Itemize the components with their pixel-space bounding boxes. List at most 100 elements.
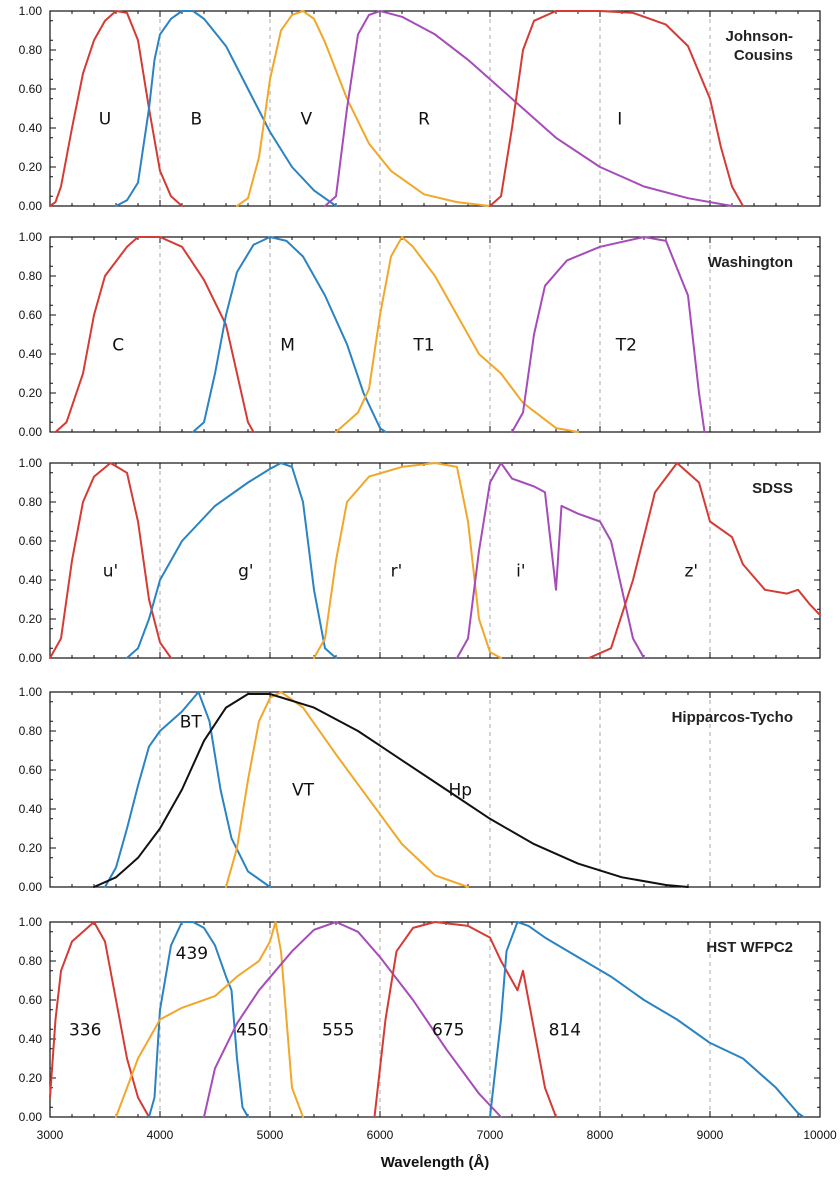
plot-frame (49, 462, 821, 659)
band-label: g' (238, 561, 253, 581)
y-tick-label: 0.60 (19, 993, 43, 1007)
series-line-u' (49, 462, 172, 659)
y-tick-label: 1.00 (19, 230, 43, 244)
x-axis-label: Wavelength (Å) (381, 1154, 490, 1171)
y-tick-label: 0.40 (19, 121, 43, 135)
series-line-C (54, 236, 255, 433)
band-label: i' (516, 561, 525, 581)
y-tick-label: 0.20 (19, 1071, 43, 1085)
x-tick-label: 4000 (147, 1128, 174, 1142)
plot-frame (49, 10, 821, 207)
band-label: z' (684, 561, 698, 581)
band-label: T1 (412, 335, 434, 355)
band-label: V (300, 109, 312, 129)
y-tick-label: 0.80 (19, 954, 43, 968)
y-tick-label: 1.00 (19, 685, 43, 699)
band-label: 439 (176, 944, 208, 964)
band-label: R (418, 109, 430, 129)
x-tick-label: 7000 (477, 1128, 504, 1142)
x-tick-label: 9000 (697, 1128, 724, 1142)
panel-title: Washington (708, 254, 793, 271)
y-tick-label: 0.00 (19, 651, 43, 665)
band-label: BT (180, 712, 203, 732)
plot-frame (49, 691, 821, 888)
series-line-555 (203, 921, 502, 1118)
y-tick-label: 1.00 (19, 915, 43, 929)
band-label: I (617, 109, 622, 129)
x-tick-label: 3000 (37, 1128, 64, 1142)
band-label: u' (103, 561, 118, 581)
panel-5: 0.00 0.20 0.40 0.60 0.80 1.00 336 439 450 555 675 8… (19, 915, 821, 1124)
panel-4: 0.00 0.20 0.40 0.60 0.80 1.00 BT VT Hp Hipparcos-… (19, 685, 821, 894)
series-line-BT (104, 691, 271, 888)
series-line-i' (456, 462, 645, 659)
y-tick-label: 0.00 (19, 199, 43, 213)
panel-title: Johnson- (726, 28, 794, 45)
y-tick-label: 0.00 (19, 880, 43, 894)
band-label: B (190, 109, 202, 129)
y-tick-label: 0.20 (19, 386, 43, 400)
panel-1: 0.00 0.20 0.40 0.60 0.80 1.00 U B V R I Johnson- Cou… (19, 4, 821, 213)
panel-3: 0.00 0.20 0.40 0.60 0.80 1.00 u' g' r' i' z' SDSS (19, 456, 821, 665)
series-line-T2 (511, 236, 706, 433)
y-tick-label: 0.20 (19, 612, 43, 626)
y-tick-label: 0.60 (19, 534, 43, 548)
band-label: r' (391, 561, 403, 581)
series-line-g' (126, 462, 337, 659)
y-tick-label: 0.60 (19, 82, 43, 96)
series-line-675 (373, 921, 557, 1118)
y-tick-label: 0.60 (19, 308, 43, 322)
series-line-T1 (335, 236, 579, 433)
series-line-VT (225, 691, 469, 888)
y-tick-label: 0.80 (19, 43, 43, 57)
band-label: M (280, 335, 295, 355)
series-line-450 (115, 921, 304, 1118)
band-label: VT (292, 781, 315, 801)
y-tick-label: 0.60 (19, 763, 43, 777)
series-line-r' (313, 462, 502, 659)
series-line-Hp (93, 693, 689, 888)
x-tick-label: 10000 (803, 1128, 837, 1142)
series-line-B (115, 10, 337, 207)
band-label: 450 (236, 1020, 268, 1040)
x-tick-label: 8000 (587, 1128, 614, 1142)
band-label: Hp (449, 781, 473, 801)
series-line-I (489, 10, 744, 207)
band-label: C (112, 335, 124, 355)
x-tick-label: 6000 (367, 1128, 394, 1142)
band-label: T2 (615, 335, 637, 355)
series-line-U (49, 10, 183, 207)
band-label: 814 (549, 1020, 581, 1040)
series-line-z' (588, 462, 821, 659)
y-tick-label: 0.20 (19, 160, 43, 174)
band-label: U (99, 109, 111, 129)
panel-2: 0.00 0.20 0.40 0.60 0.80 1.00 C M T1 T2 Washington (19, 230, 821, 439)
series-line-439 (148, 921, 249, 1118)
y-tick-label: 0.00 (19, 1110, 43, 1124)
y-tick-label: 0.40 (19, 1032, 43, 1046)
band-label: 675 (432, 1020, 464, 1040)
series-line-V (236, 10, 491, 207)
plot-frame (49, 236, 821, 433)
series-line-M (192, 236, 387, 433)
y-tick-label: 0.80 (19, 724, 43, 738)
x-tick-label: 5000 (257, 1128, 284, 1142)
y-tick-label: 1.00 (19, 456, 43, 470)
panel-title: Hipparcos-Tycho (672, 709, 793, 726)
series-line-R (324, 10, 733, 207)
band-label: 555 (322, 1020, 354, 1040)
panel-title: SDSS (752, 480, 793, 497)
series-line-336 (49, 921, 150, 1118)
series-line-814 (489, 921, 805, 1118)
band-label: 336 (69, 1020, 101, 1040)
y-tick-label: 0.00 (19, 425, 43, 439)
panel-title: Cousins (734, 47, 793, 64)
y-tick-label: 0.20 (19, 841, 43, 855)
y-tick-label: 1.00 (19, 4, 43, 18)
y-tick-label: 0.40 (19, 802, 43, 816)
y-tick-label: 0.80 (19, 269, 43, 283)
panel-title: HST WFPC2 (706, 939, 793, 956)
y-tick-label: 0.40 (19, 347, 43, 361)
